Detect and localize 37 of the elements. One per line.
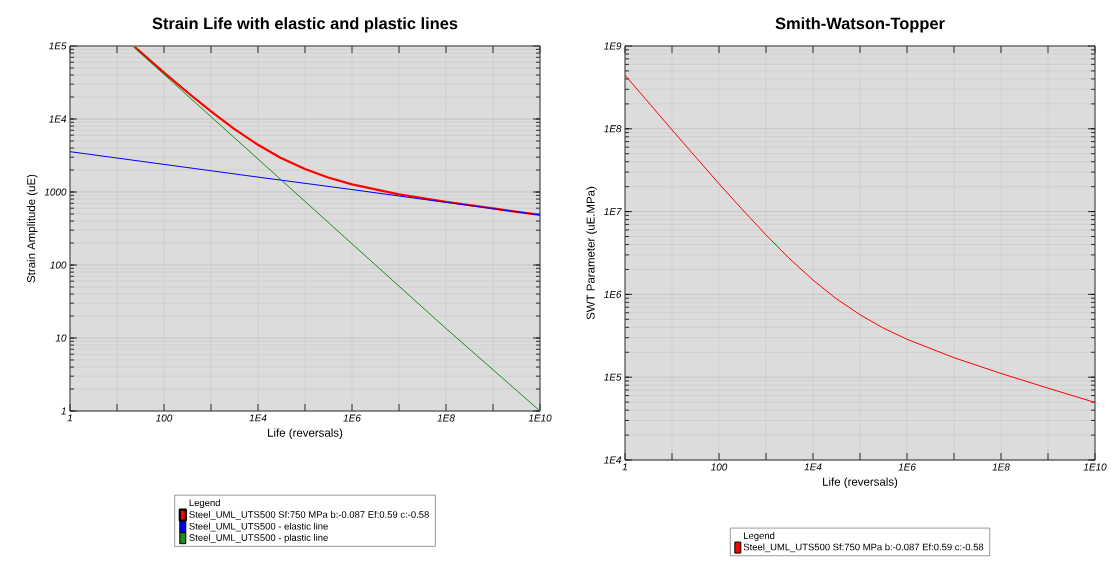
y-tick-label: 1E9 [604, 42, 622, 50]
y-axis-title: Strain Amplitude (uE) [26, 174, 38, 283]
line-series [70, 151, 540, 216]
y-tick-label: 1 [61, 407, 66, 415]
legend-label: Steel_UML_UTS500 - plastic line [189, 534, 328, 543]
y-tick-label: 1E5 [604, 373, 622, 381]
y-tick-label: 1E4 [604, 456, 622, 464]
x-tick-label: 1E10 [1083, 463, 1107, 471]
y-tick-label: 100 [50, 261, 67, 269]
x-tick-label: 1E10 [528, 414, 552, 422]
legend-label: Steel_UML_UTS500 Sf:750 MPa b:-0.087 Ef:0.59 c:-0.58 [189, 510, 429, 520]
x-axis-title: Life (reversals) [823, 477, 898, 489]
x-tick-label: 1 [622, 463, 627, 471]
x-tick-label: 1E4 [249, 414, 267, 422]
y-tick-label: 1E7 [604, 208, 622, 216]
legend-title: Legend [744, 532, 775, 541]
x-tick-label: 1E8 [437, 414, 455, 422]
x-tick-label: 1E6 [898, 463, 916, 471]
legend-title: Legend [189, 499, 220, 508]
x-tick-label: 100 [155, 414, 173, 422]
y-axis-title: SWT Parameter (uE.MPa) [586, 186, 597, 320]
x-tick-label: 1E8 [992, 463, 1010, 471]
x-tick-label: 100 [710, 463, 728, 471]
y-tick-label: 1000 [44, 188, 67, 196]
x-tick-label: 1 [67, 414, 72, 422]
y-tick-label: 1E8 [604, 125, 622, 133]
y-tick-label: 1E5 [49, 42, 67, 50]
y-tick-label: 1E4 [49, 115, 67, 123]
chart-title: Smith-Watson-Topper [775, 17, 945, 33]
legend-label: Steel_UML_UTS500 Sf:750 MPa b:-0.087 Ef:0.59 c:-0.58 [743, 543, 984, 553]
x-axis-title: Life (reversals) [268, 428, 343, 440]
x-tick-label: 1E6 [343, 414, 361, 422]
legend-label: Steel_UML_UTS500 - elastic line [189, 522, 328, 532]
x-tick-label: 1E4 [804, 463, 822, 471]
chart-title: Strain Life with elastic and plastic lines [152, 17, 458, 33]
y-tick-label: 1E6 [604, 290, 622, 298]
y-tick-label: 10 [55, 334, 67, 342]
